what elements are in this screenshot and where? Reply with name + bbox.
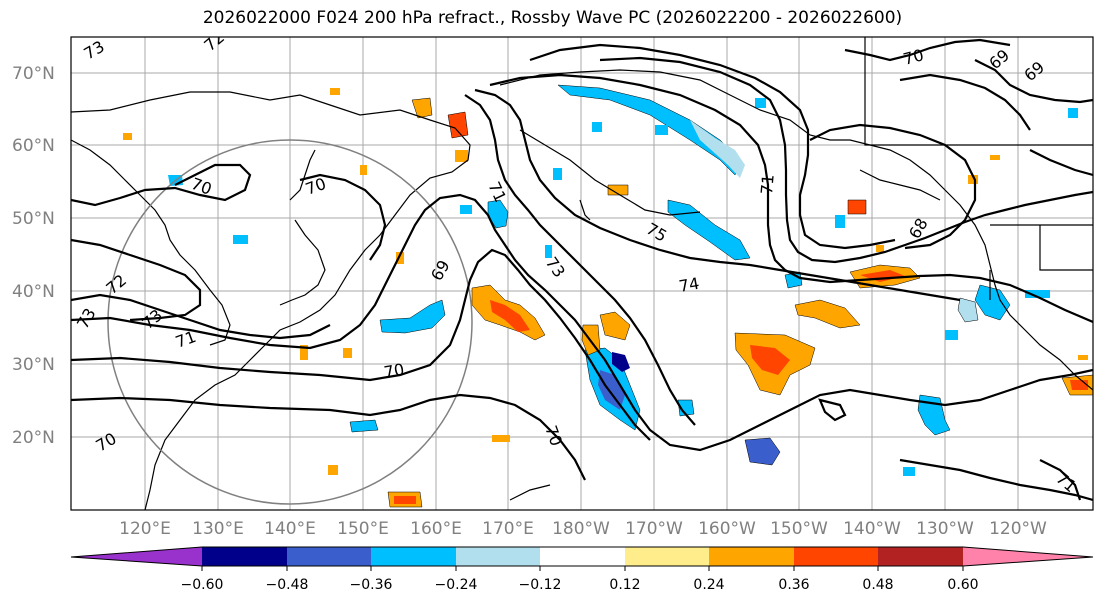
lon-label-140e: 140°E — [264, 519, 316, 539]
contour-label: 70 — [901, 45, 926, 69]
lat-label-20n: 20°N — [12, 428, 55, 448]
map-title: 2026022000 F024 200 hPa refract., Rossby… — [202, 8, 903, 28]
lon-label-160w: 160°W — [698, 519, 756, 539]
lon-label-140w: 140°W — [843, 519, 901, 539]
colorbar-tick-label: 0.24 — [693, 577, 724, 593]
contour-label: 70 — [382, 360, 405, 382]
lon-label-120w: 120°W — [989, 519, 1047, 539]
lat-label-40n: 40°N — [12, 282, 55, 302]
contour-label: 71 — [757, 173, 778, 195]
lon-label-170w: 170°W — [625, 519, 683, 539]
lon-label-150e: 150°E — [337, 519, 389, 539]
colorbar-tick-label: 0.48 — [862, 577, 893, 593]
colorbar-segment — [794, 547, 878, 566]
colorbar-segment — [287, 547, 371, 566]
colorbar-segment — [71, 547, 202, 566]
lat-label-30n: 30°N — [12, 355, 55, 375]
colorbar-tick-label: −0.60 — [181, 577, 224, 593]
map-border — [70, 36, 1094, 511]
lon-label-120e: 120°E — [119, 519, 171, 539]
colorbar-tick-label: 0.36 — [778, 577, 809, 593]
latitude-labels: 70°N 60°N 50°N 40°N 30°N 20°N — [12, 64, 55, 448]
colorbar-segment — [625, 547, 709, 566]
colorbar-tick-marks — [201, 566, 964, 571]
refractivity-contours — [71, 38, 1093, 502]
great-circle — [107, 139, 473, 505]
colorbar-segment — [456, 547, 540, 566]
colorbar-segment — [709, 547, 794, 566]
longitude-labels: 120°E 130°E 140°E 150°E 160°E 170°E 180°… — [119, 519, 1047, 539]
lon-label-180w: 180°W — [552, 519, 610, 539]
colorbar-segment — [878, 547, 963, 566]
anomaly-fills — [123, 84, 1093, 508]
lat-label-70n: 70°N — [12, 64, 55, 84]
colorbar-segment — [371, 547, 456, 566]
colorbar-segment — [202, 547, 287, 566]
colorbar-tick-label: 0.60 — [947, 577, 978, 593]
colorbar-tick-label: −0.24 — [435, 577, 478, 593]
lon-label-150w: 150°W — [770, 519, 828, 539]
lon-label-130w: 130°W — [916, 519, 974, 539]
lat-label-60n: 60°N — [12, 136, 55, 156]
coastlines — [71, 37, 1093, 510]
map-panel — [71, 37, 1093, 510]
colorbar-segment — [963, 547, 1093, 566]
lon-label-130e: 130°E — [192, 519, 244, 539]
colorbar-tick-label: 0.12 — [609, 577, 640, 593]
lon-label-170e: 170°E — [482, 519, 534, 539]
colorbar-tick-label: −0.48 — [266, 577, 309, 593]
colorbar-segment — [540, 547, 625, 566]
lat-label-50n: 50°N — [12, 209, 55, 229]
colorbar: −0.60 −0.48 −0.36 −0.24 −0.12 0.12 0.24 … — [70, 546, 1094, 593]
colorbar-tick-label: −0.36 — [350, 577, 393, 593]
colorbar-tick-label: −0.12 — [519, 577, 562, 593]
contour-label: 74 — [677, 274, 700, 296]
lon-label-160e: 160°E — [410, 519, 462, 539]
